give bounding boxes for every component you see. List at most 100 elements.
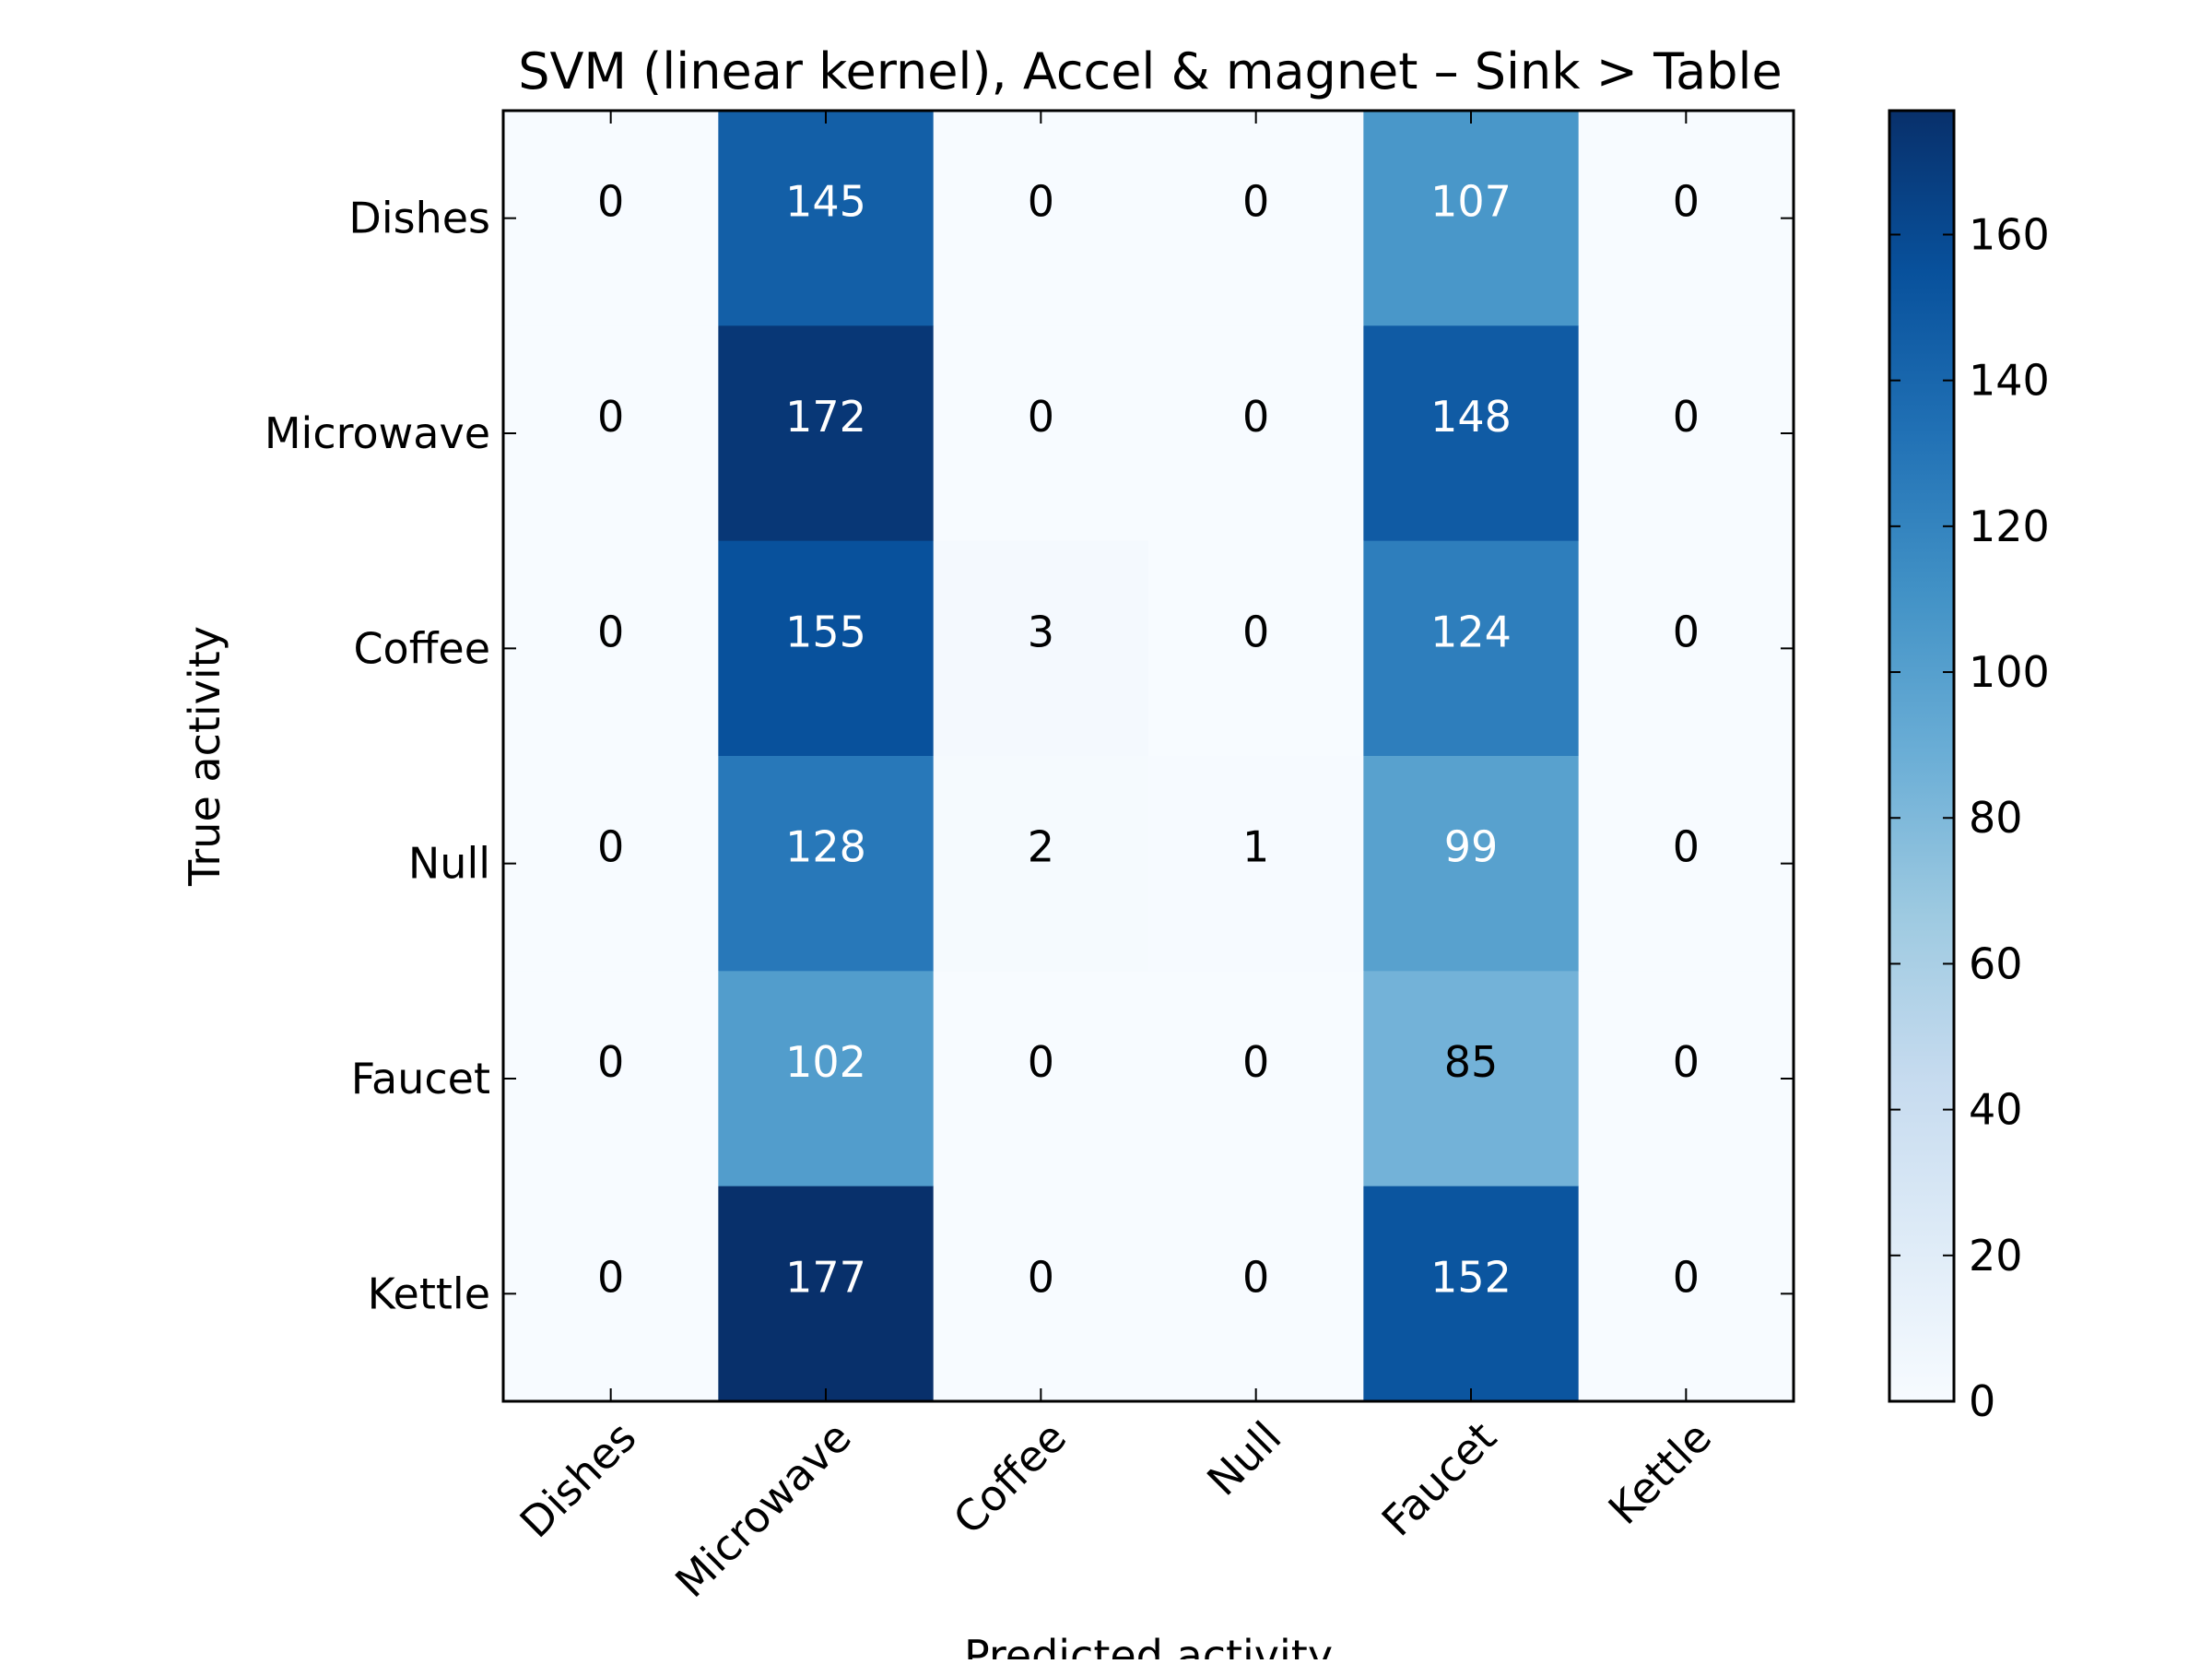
heatmap-cell [1363,111,1580,326]
cell-value-label: 172 [785,392,866,442]
heatmap-cell [503,971,719,1187]
heatmap-cell [933,756,1149,972]
y-tick-label: Faucet [351,1054,490,1103]
colorbar-frame [1888,109,1956,1403]
cell-value-label: 0 [1673,607,1700,656]
heatmap-cell [1148,111,1364,326]
heatmap-cell [503,325,719,542]
cell-value-label: 145 [785,177,866,227]
x-tick-label: Null [1197,1412,1290,1505]
x-tick-label: Faucet [1372,1412,1506,1546]
heatmap-cell [1363,325,1580,542]
cell-value-label: 2 [1028,822,1054,872]
cell-value-label: 102 [785,1037,866,1087]
colorbar-tick-label: 160 [1969,209,2050,259]
heatmap-cell [1578,756,1794,972]
cell-value-label: 0 [1673,177,1700,227]
colorbar-tick-label: 20 [1969,1231,2023,1280]
heatmap-cells [503,111,1794,1402]
cell-value-label: 148 [1430,392,1512,442]
cell-value-label: 0 [1242,392,1269,442]
cell-value-label: 155 [785,607,866,656]
heatmap-cell [933,1186,1149,1402]
heatmap-cell [503,756,719,972]
colorbar-tick-label: 40 [1969,1085,2023,1135]
heatmap-cell [1148,756,1364,972]
y-axis-ticks: Dishes Microwave Coffee Null Faucet Kettle [265,194,1794,1318]
y-tick-label: Null [408,839,490,889]
colorbar-tick-label: 60 [1969,938,2023,988]
heatmap-cell [1578,971,1794,1187]
heatmap-cell [933,540,1149,757]
cell-value-label: 1 [1242,822,1269,872]
cell-value-label: 0 [1028,1252,1054,1302]
heatmap-cell [718,111,935,326]
x-tick-label: Microwave [665,1412,861,1608]
x-axis-label: Predicted activity [964,1631,1333,1659]
heatmap-cell [503,111,719,326]
heatmap-cell [933,111,1149,326]
heatmap-cell [718,971,935,1187]
cell-value-label: 3 [1028,607,1054,656]
heatmap-cell [1148,971,1364,1187]
heatmap-cell [503,540,719,757]
cell-value-label: 0 [1242,1037,1269,1087]
plot-frame [501,109,1795,1403]
cell-value-label: 0 [597,607,624,656]
cell-value-label: 0 [597,1037,624,1087]
x-tick-label: Kettle [1599,1412,1721,1534]
colorbar-tick-label: 100 [1969,647,2050,697]
chart-title: SVM (linear kernel), Accel & magnet – Si… [518,42,1783,100]
cell-value-label: 124 [1430,607,1512,656]
y-tick-label: Microwave [265,408,490,458]
cell-value-label: 0 [1242,607,1269,656]
colorbar-tick-label: 140 [1969,356,2050,406]
cell-value-labels: 0 145 0 0 107 0 0 172 0 0 148 0 0 155 3 0 124 0 0 128 2 1 99 0 0… [597,177,1700,1303]
y-tick-label: Kettle [368,1269,490,1318]
heatmap-cell [718,325,935,542]
cell-value-label: 152 [1430,1252,1512,1302]
heatmap-cell [1148,1186,1364,1402]
cell-value-label: 0 [1673,1252,1700,1302]
cell-value-label: 0 [1673,1037,1700,1087]
heatmap-cell [933,325,1149,542]
cell-value-label: 0 [1028,1037,1054,1087]
heatmap-cell [1578,325,1794,542]
y-axis-label: True activity [180,626,229,887]
colorbar [1889,111,1954,1401]
cell-value-label: 0 [1673,822,1700,872]
heatmap-cell [1148,540,1364,757]
heatmap-cell [718,756,935,972]
x-tick-label: Coffee [944,1412,1076,1544]
y-tick-label: Coffee [353,623,490,673]
heatmap-cell [503,1186,719,1402]
heatmap-cell [1363,540,1580,757]
cell-value-label: 0 [1242,1252,1269,1302]
heatmap-cell [1148,325,1364,542]
cell-value-label: 177 [785,1252,866,1302]
cell-value-label: 128 [785,822,866,872]
heatmap-cell [1578,111,1794,326]
heatmap-cell [718,1186,935,1402]
cell-value-label: 0 [1028,392,1054,442]
heatmap-cell [933,971,1149,1187]
cell-value-label: 99 [1444,822,1499,872]
cell-value-label: 0 [597,392,624,442]
x-tick-label: Dishes [511,1412,646,1548]
heatmap-cell [1363,1186,1580,1402]
heatmap-cell [1363,971,1580,1187]
heatmap-cell [1578,1186,1794,1402]
heatmap-cell [718,540,935,757]
y-tick-label: Dishes [348,194,490,243]
cell-value-label: 0 [1242,177,1269,227]
cell-value-label: 0 [1673,392,1700,442]
colorbar-tick-label: 0 [1969,1376,1995,1426]
cell-value-label: 0 [1028,177,1054,227]
cell-value-label: 0 [597,822,624,872]
colorbar-ticks: 0 20 40 60 80 100 120 140 160 [1889,209,2050,1426]
colorbar-tick-label: 120 [1969,502,2050,551]
cell-value-label: 0 [597,1252,624,1302]
cell-value-label: 107 [1430,177,1512,227]
